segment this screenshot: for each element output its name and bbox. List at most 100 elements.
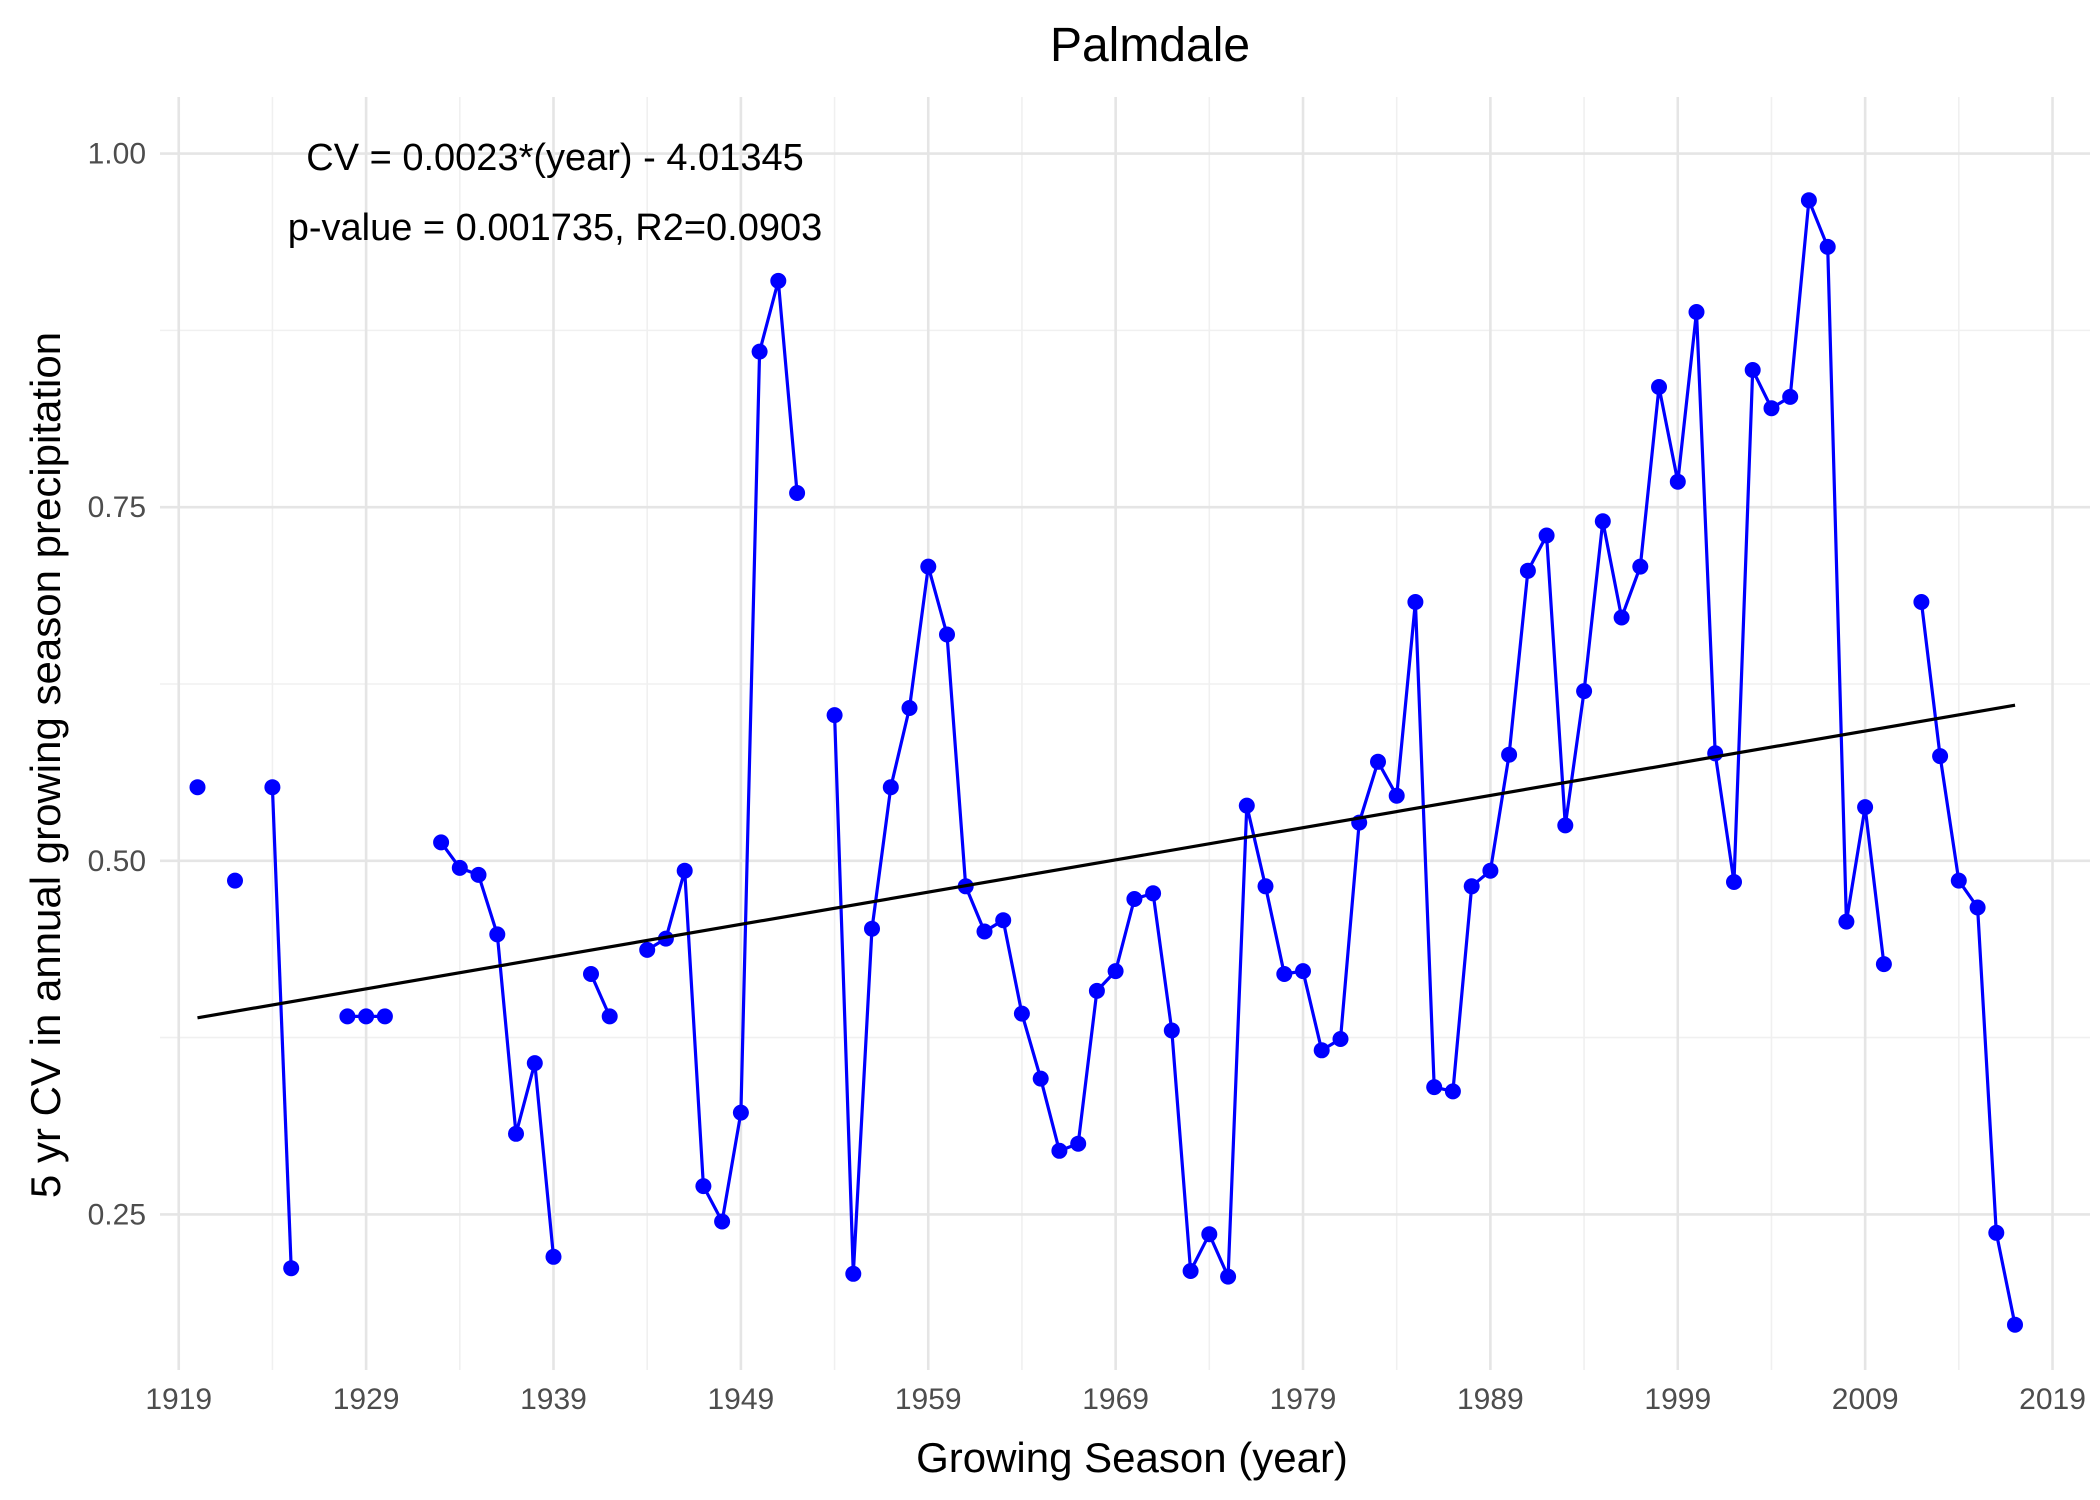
x-tick-label: 2019 [2019, 1383, 2086, 1416]
data-point [826, 707, 843, 724]
data-point [1126, 891, 1143, 907]
data-point [1950, 872, 1967, 889]
trend-line [197, 703, 2016, 1020]
data-point [845, 1265, 862, 1282]
data-point [227, 872, 243, 889]
data-point [339, 1008, 356, 1025]
x-axis-title: Growing Season (year) [916, 1434, 1348, 1481]
x-tick-label: 1999 [1644, 1383, 1711, 1416]
data-point [1688, 304, 1705, 320]
data-point [601, 1008, 618, 1025]
x-tick-label: 1919 [145, 1383, 212, 1416]
data-point [264, 779, 281, 796]
data-point [676, 862, 693, 879]
data-point [882, 779, 899, 796]
data-point [1051, 1142, 1068, 1159]
data-point [1632, 558, 1649, 575]
data-point [1238, 797, 1255, 814]
data-point [1800, 192, 1817, 209]
data-point [1819, 238, 1836, 255]
data-point [714, 1213, 731, 1230]
data-point [1276, 966, 1293, 982]
x-tick-label: 1939 [520, 1383, 587, 1416]
data-point [1669, 473, 1686, 490]
data-point [1201, 1226, 1218, 1243]
y-tick-label: 1.00 [88, 138, 146, 171]
data-point [920, 558, 937, 575]
data-point [1370, 753, 1386, 770]
x-tick-label: 2009 [1832, 1383, 1899, 1416]
series-line-segment [1919, 601, 2017, 1326]
data-point [770, 272, 787, 289]
data-point [939, 626, 955, 643]
data-point [695, 1178, 712, 1195]
x-tick-label: 1959 [895, 1383, 962, 1416]
data-point [2007, 1316, 2023, 1333]
data-point [1032, 1070, 1049, 1087]
trend-layer [197, 703, 2016, 1020]
annotation-equation: CV = 0.0023*(year) - 4.01345 [306, 137, 803, 179]
data-point [451, 859, 468, 876]
data-point [1295, 963, 1311, 980]
data-point [1163, 1022, 1180, 1039]
y-tick-label: 0.75 [88, 491, 146, 524]
data-point [358, 1008, 375, 1025]
data-point [751, 343, 768, 360]
data-point [1482, 862, 1499, 879]
data-point [732, 1104, 749, 1121]
data-point [1519, 562, 1536, 579]
data-point [976, 923, 993, 940]
y-axis-title: 5 yr CV in annual growing season precipi… [22, 332, 69, 1198]
annotation-stats: p-value = 0.001735, R2=0.0903 [288, 207, 823, 249]
data-point [1257, 878, 1274, 895]
data-point [1501, 746, 1518, 763]
data-point [1332, 1031, 1349, 1047]
data-point [1932, 748, 1949, 765]
series-line-segment [646, 280, 799, 1227]
data-point [789, 485, 806, 501]
data-point [1444, 1083, 1461, 1100]
data-point [1426, 1079, 1443, 1096]
series-line-segment [439, 841, 556, 1257]
data-point [1070, 1135, 1087, 1152]
data-point [1875, 956, 1892, 973]
series-line-segment [833, 199, 1886, 1278]
data-point [283, 1260, 300, 1277]
data-point [864, 920, 880, 937]
x-tick-label: 1979 [1270, 1383, 1337, 1416]
data-point [470, 866, 487, 883]
data-point [1463, 878, 1480, 895]
data-point [433, 834, 450, 851]
data-point [995, 912, 1012, 929]
data-point [189, 779, 206, 796]
x-tick-label: 1929 [333, 1383, 400, 1416]
data-point [1651, 379, 1667, 395]
x-tick-label: 1989 [1457, 1383, 1524, 1416]
data-point [639, 941, 656, 958]
data-point [1988, 1224, 2005, 1241]
data-point [1388, 787, 1405, 804]
series-line-segment [270, 787, 293, 1269]
data-point [1557, 817, 1574, 834]
data-point [583, 966, 599, 982]
data-point [1220, 1268, 1237, 1285]
data-point [1782, 388, 1799, 405]
data-point [1744, 362, 1761, 378]
y-tick-label: 0.25 [88, 1198, 146, 1231]
data-point [1013, 1005, 1030, 1022]
data-point [1407, 594, 1424, 610]
chart-title: Palmdale [1050, 19, 1250, 72]
data-point [1313, 1042, 1330, 1059]
data-point [1913, 594, 1930, 610]
x-axis-ticks: 1919 1929 1939 1949 1959 1969 1979 1989 1999 2009… [145, 1383, 2086, 1416]
data-point [1763, 400, 1780, 417]
data-point [1969, 899, 1986, 916]
data-point [508, 1125, 524, 1142]
y-tick-label: 0.50 [88, 845, 146, 878]
data-point [1726, 874, 1742, 890]
data-point [1088, 982, 1105, 999]
data-point [376, 1008, 393, 1025]
data-point [1145, 885, 1162, 902]
data-point [1182, 1263, 1199, 1279]
